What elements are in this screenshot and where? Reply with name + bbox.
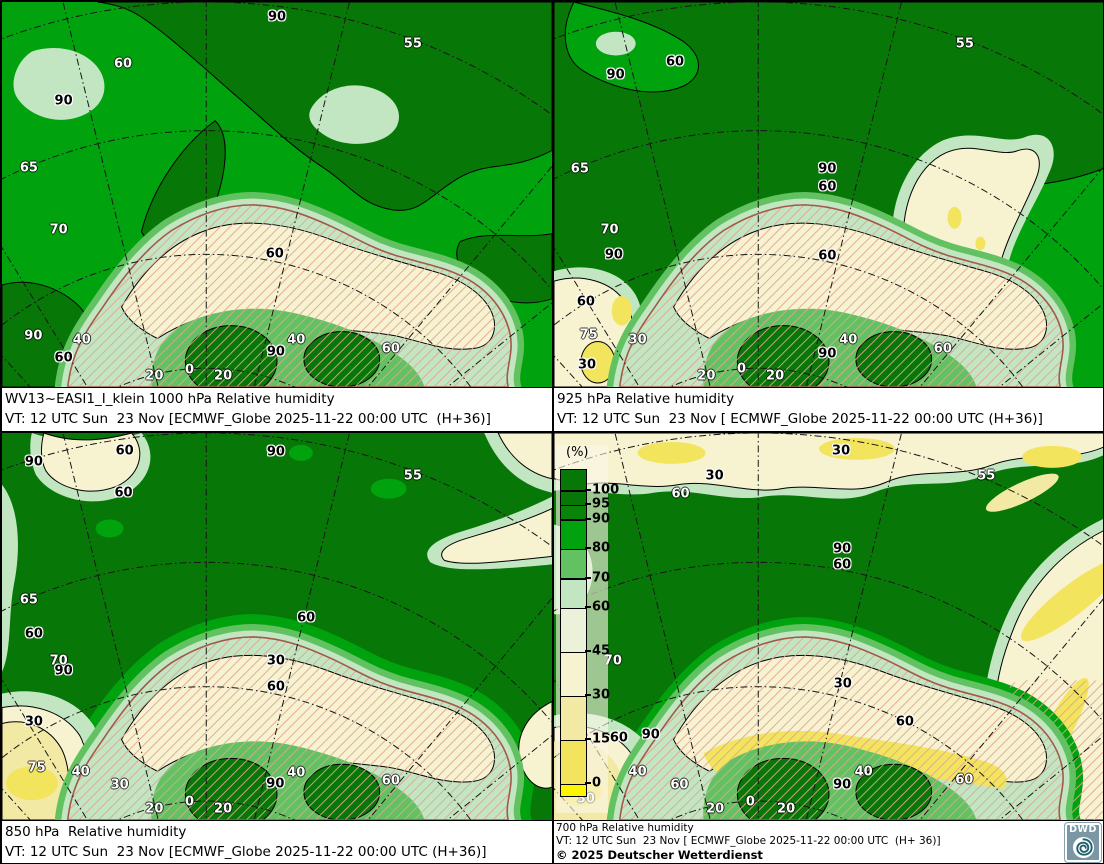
legend-tick-line bbox=[561, 783, 586, 786]
legend-band bbox=[561, 578, 586, 608]
panel-925hpa: 60 90 90 60 90 60 60 30 90 55 65 70 75 30 40 60 20 0 20 92… bbox=[553, 1, 1103, 432]
legend-tick-label: 100 bbox=[592, 482, 620, 498]
titlebar-700hpa: 700 hPa Relative humidity VT: 12 UTC Sun… bbox=[554, 820, 1103, 863]
legend-band bbox=[561, 549, 586, 579]
legend-tick-mark bbox=[585, 782, 591, 785]
map-700hpa: 303090603060609090556070406030406020020 bbox=[554, 433, 1103, 820]
legend-tick-mark bbox=[585, 576, 591, 579]
humidity-map-canvas bbox=[554, 2, 1103, 387]
legend-tick-mark bbox=[585, 503, 591, 506]
legend-tick-line bbox=[561, 519, 586, 521]
humidity-map-canvas bbox=[2, 2, 552, 387]
legend-tick-mark bbox=[585, 650, 591, 653]
legend-tick-label: 70 bbox=[592, 570, 611, 586]
map-1000hpa: 90 90 60 60 90 55 60 65 70 90 40 40 60 20 0 20 bbox=[2, 2, 552, 387]
panel-title: 925 hPa Relative humidity bbox=[557, 391, 735, 407]
humidity-color-legend: (%) 100 95 90 80 70 60 45 30 15 0 bbox=[556, 445, 619, 817]
panel-validtime: VT: 12 UTC Sun 23 Nov [ ECMWF_Globe 2025… bbox=[557, 411, 1043, 427]
legend-tick-mark bbox=[585, 488, 591, 491]
legend-tick-line bbox=[561, 490, 586, 492]
legend-tick-line bbox=[561, 739, 586, 742]
legend-tick-label: 0 bbox=[592, 775, 602, 791]
legend-tick-line bbox=[561, 504, 586, 507]
legend-band bbox=[561, 470, 586, 491]
legend-tick-mark bbox=[585, 606, 591, 609]
legend-tick-mark bbox=[585, 694, 591, 697]
humidity-map-canvas bbox=[2, 433, 552, 820]
panel-title: 850 hPa Relative humidity bbox=[5, 824, 187, 840]
legend-tick-mark bbox=[585, 738, 591, 741]
legend-band bbox=[561, 490, 586, 506]
titlebar-1000hpa: WV13~EASI1_I_klein 1000 hPa Relative hum… bbox=[2, 387, 552, 431]
map-850hpa: 90 60 90 60 60 90 60 30 60 30 90 55 65 70 75 40 30 40 60 20… bbox=[2, 433, 552, 820]
panel-1000hpa: 90 90 60 60 90 55 60 65 70 90 40 40 60 20 0 20 WV13~EAS… bbox=[1, 1, 553, 432]
legend-tick-mark bbox=[585, 517, 591, 520]
legend-tick-line bbox=[561, 695, 586, 698]
dwd-spiral-icon bbox=[1072, 836, 1094, 859]
humidity-map-canvas bbox=[554, 433, 1103, 820]
legend-color-bar bbox=[560, 469, 587, 797]
legend-band bbox=[561, 519, 586, 550]
legend-band bbox=[561, 740, 586, 785]
panel-850hpa: 90 60 90 60 60 90 60 30 60 30 90 55 65 70 75 40 30 40 60 20… bbox=[1, 432, 553, 863]
legend-tick-label: 15 bbox=[592, 731, 611, 747]
legend-band bbox=[561, 505, 586, 520]
legend-tick-label: 45 bbox=[592, 643, 611, 659]
legend-tick-line bbox=[561, 607, 586, 610]
legend-tick-label: 60 bbox=[592, 599, 611, 615]
legend-band bbox=[561, 652, 586, 697]
legend-tick-line bbox=[561, 548, 586, 551]
legend-tick-label: 30 bbox=[592, 687, 611, 703]
dwd-logo: DWD bbox=[1065, 823, 1101, 862]
legend-tick-line bbox=[561, 578, 586, 580]
legend-unit-label: (%) bbox=[566, 445, 589, 460]
legend-tick-label: 95 bbox=[592, 496, 611, 512]
legend-band bbox=[561, 696, 586, 741]
legend-tick-line bbox=[561, 651, 586, 654]
titlebar-850hpa: 850 hPa Relative humidity VT: 12 UTC Sun… bbox=[2, 820, 552, 863]
legend-tick-label: 90 bbox=[592, 511, 611, 527]
titlebar-925hpa: 925 hPa Relative humidity VT: 12 UTC Sun… bbox=[554, 387, 1103, 431]
legend-tick-label: 80 bbox=[592, 540, 611, 556]
legend-tick-mark bbox=[585, 547, 591, 550]
panel-validtime: VT: 12 UTC Sun 23 Nov [ ECMWF_Globe 2025… bbox=[556, 835, 941, 847]
panel-title: 700 hPa Relative humidity bbox=[556, 822, 694, 834]
legend-band bbox=[561, 607, 586, 653]
legend-band bbox=[561, 784, 586, 796]
panel-title: WV13~EASI1_I_klein 1000 hPa Relative hum… bbox=[5, 391, 335, 407]
copyright-text: © 2025 Deutscher Wetterdienst bbox=[556, 848, 763, 862]
dwd-logo-text: DWD bbox=[1069, 824, 1097, 835]
panel-700hpa: 303090603060609090556070406030406020020 … bbox=[553, 432, 1103, 863]
map-925hpa: 60 90 90 60 90 60 60 30 90 55 65 70 75 30 40 60 20 0 20 bbox=[554, 2, 1103, 387]
panel-validtime: VT: 12 UTC Sun 23 Nov [ECMWF_Globe 2025-… bbox=[5, 844, 487, 860]
panel-validtime: VT: 12 UTC Sun 23 Nov [ECMWF_Globe 2025-… bbox=[5, 411, 491, 427]
